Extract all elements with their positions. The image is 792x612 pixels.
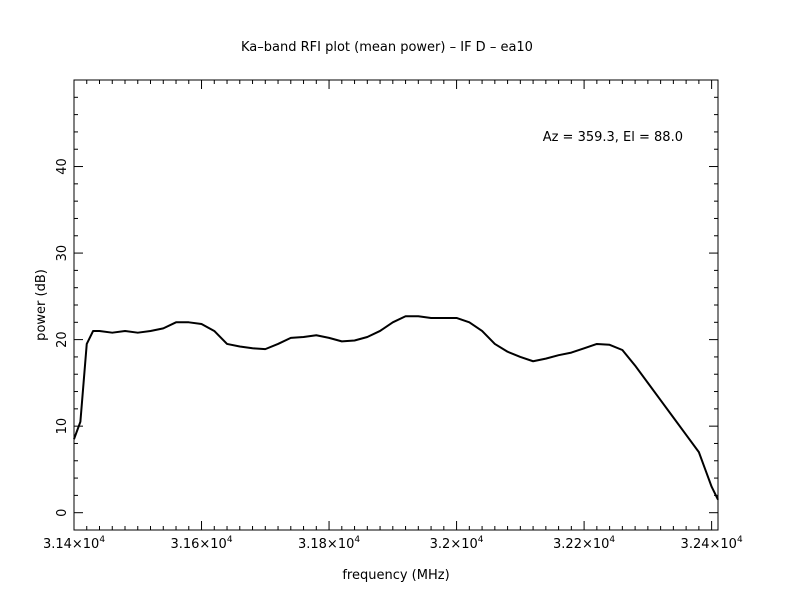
y-tick-label: 30: [55, 245, 70, 262]
chart-title: Ka–band RFI plot (mean power) – IF D – e…: [241, 40, 533, 55]
series-line-mean-power: [73, 315, 719, 501]
y-tick-label: 0: [55, 509, 70, 517]
y-tick-label: 40: [55, 158, 70, 175]
az-el-annotation: Az = 359.3, El = 88.0: [543, 130, 683, 145]
y-tick-label: 10: [55, 418, 70, 435]
x-tick-label: 3.18×104: [298, 535, 360, 552]
x-tick-label: 3.14×104: [43, 535, 105, 552]
x-tick-label: 3.16×104: [170, 535, 232, 552]
x-tick-label: 3.24×104: [681, 535, 743, 552]
y-axis-label: power (dB): [34, 269, 49, 341]
x-tick-label: 3.2×104: [430, 535, 484, 552]
x-tick-label: 3.22×104: [553, 535, 615, 552]
y-tick-label: 20: [55, 331, 70, 348]
axis-ticks: [73, 80, 718, 530]
tick-labels: 3.14×104 3.16×104 3.18×104 3.2×104 3.22×104 3…: [43, 158, 743, 552]
plot-frame: [73, 79, 719, 531]
x-axis-label: frequency (MHz): [342, 568, 449, 583]
